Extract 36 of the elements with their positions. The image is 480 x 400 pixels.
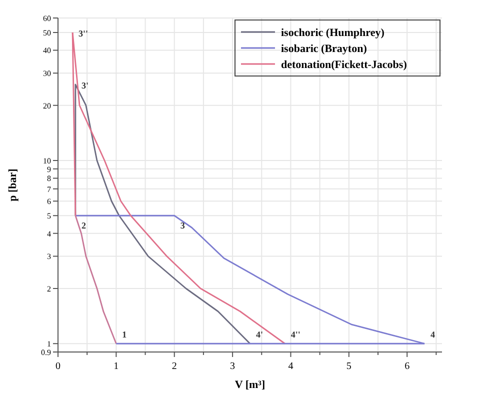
legend-label: isochoric (Humphrey) [281, 27, 385, 39]
x-tick-label: 5 [346, 361, 352, 372]
legend-label: isobaric (Brayton) [281, 43, 368, 55]
y-tick-label: 6 [47, 197, 51, 206]
x-tick-label: 4 [288, 361, 294, 372]
y-tick-label: 2 [47, 284, 51, 294]
annotation: 4' [256, 330, 264, 340]
x-tick-label: 6 [404, 361, 410, 372]
y-tick-label: 1 [47, 340, 51, 349]
y-axis-title: p [bar] [7, 168, 19, 202]
y-tick-label: 60 [43, 14, 51, 23]
y-tick-label: 20 [43, 101, 51, 110]
annotation: 3' [81, 80, 88, 91]
x-tick-label: 1 [114, 361, 119, 372]
x-tick-label: 3 [230, 361, 236, 372]
annotation: 4'' [290, 330, 300, 340]
y-tick-label: 10 [43, 156, 51, 166]
x-tick-label: 0 [56, 361, 60, 372]
y-tick-label: 30 [43, 69, 51, 78]
annotation: 2 [81, 220, 86, 231]
y-tick-label: 5 [47, 212, 51, 221]
y-tick-label: 7 [47, 184, 51, 194]
y-tick-label: 8 [47, 174, 51, 184]
x-axis-title: V [m³] [234, 379, 266, 391]
annotation: 4 [430, 330, 436, 340]
y-tick-label: 3 [47, 252, 51, 262]
annotation: 1 [122, 330, 128, 340]
y-tick-label: 50 [43, 28, 51, 38]
y-tick-label: 9 [47, 164, 51, 174]
annotation: 3 [180, 220, 186, 231]
annotation: 3'' [78, 28, 88, 38]
y-tick-label: 4 [47, 229, 51, 238]
legend-label: detonation(Fickett-Jacobs) [281, 59, 408, 71]
y-tick-label: 40 [43, 46, 51, 56]
y-tick-label: 0.9 [41, 348, 51, 357]
x-tick-label: 2 [172, 361, 177, 372]
